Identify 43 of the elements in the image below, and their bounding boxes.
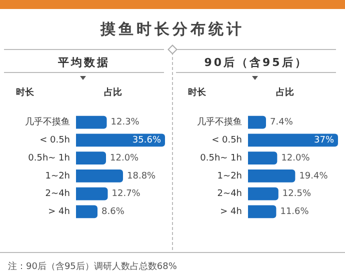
bar (76, 187, 108, 200)
y-tick-label: 0.5h~ 1h (200, 153, 242, 164)
data-label: 19.4% (299, 171, 328, 182)
data-label: 18.8% (127, 171, 156, 182)
data-label: 8.6% (102, 207, 125, 218)
bar (76, 116, 107, 129)
x-axis-title: 占比 (104, 86, 122, 99)
data-label: 11.6% (280, 207, 310, 218)
data-label: 12.7% (112, 189, 141, 200)
bar (76, 170, 123, 182)
data-label: 35.6% (132, 136, 162, 146)
bar (248, 134, 338, 147)
y-tick-label: < 0.5h (40, 136, 70, 146)
y-tick-label: > 4h (220, 207, 242, 218)
y-tick-label: 1~2h (217, 171, 242, 182)
data-label: 12.3% (110, 118, 140, 128)
chart-title: 90后（含95后） (203, 55, 309, 70)
data-label: 12.0% (110, 153, 140, 164)
y-axis-title: 时长 (16, 86, 34, 99)
bar (248, 170, 296, 182)
y-tick-label: 1~2h (45, 171, 70, 182)
data-label: 7.4% (270, 118, 294, 128)
y-axis-title: 时长 (188, 86, 206, 99)
y-tick-label: 2~4h (45, 189, 70, 200)
bar (76, 205, 98, 218)
text: 注：90后（含95后）调研人数占总数68% (8, 260, 177, 273)
y-tick-label: 几乎不摸鱼 (197, 116, 242, 128)
y-tick-label: > 4h (48, 207, 70, 218)
bar (248, 205, 276, 218)
data-label: 12.5% (282, 189, 312, 200)
y-tick-label: 几乎不摸鱼 (25, 116, 70, 128)
bar (76, 152, 106, 164)
data-label: 37% (314, 136, 334, 146)
bar (248, 152, 278, 164)
data-label: 12.0% (281, 153, 310, 164)
chart-title: 平均数据 (57, 55, 111, 70)
y-tick-label: 2~4h (217, 189, 242, 200)
text: 摸鱼时长分布统计 (99, 20, 246, 39)
y-tick-label: < 0.5h (212, 136, 242, 146)
x-axis-title: 占比 (276, 86, 294, 99)
y-tick-label: 0.5h~ 1h (28, 153, 70, 164)
bar (248, 116, 266, 129)
bar (248, 187, 278, 200)
